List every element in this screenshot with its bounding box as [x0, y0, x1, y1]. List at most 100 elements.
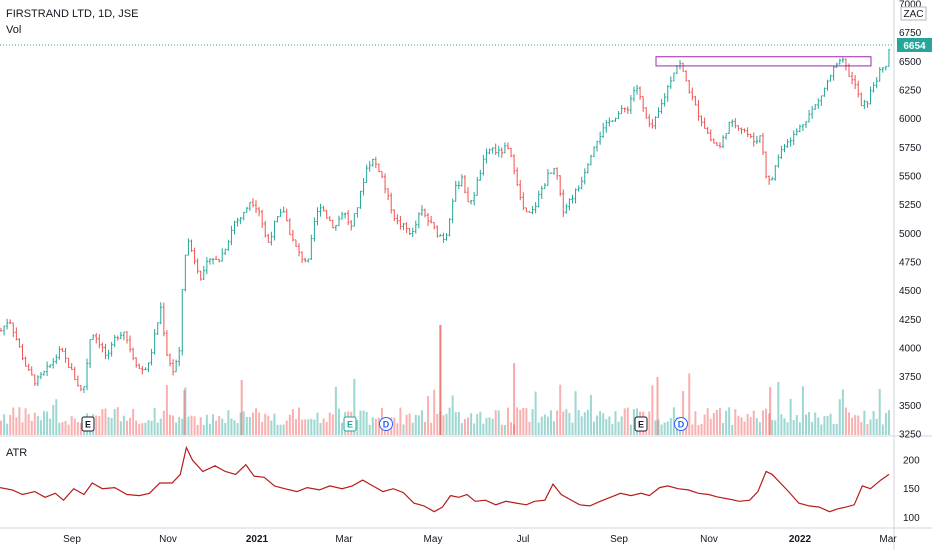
- volume-bar: [565, 409, 568, 435]
- volume-bar: [264, 413, 267, 435]
- volume-spike: [183, 390, 186, 435]
- volume-bar: [445, 413, 448, 435]
- volume-bar: [562, 411, 565, 435]
- volume-bar: [119, 421, 122, 435]
- volume-bar: [95, 415, 98, 435]
- volume-bar: [294, 419, 297, 435]
- volume-bar: [79, 423, 82, 435]
- volume-bar: [473, 423, 476, 435]
- price-axis[interactable]: 7000 6750 6500 6250 6000 5750 5500 5250 5000 4750…: [899, 0, 922, 441]
- volume-bar: [488, 417, 491, 435]
- volume-bar: [817, 417, 820, 435]
- volume-bar: [353, 378, 356, 435]
- volume-bar: [313, 419, 316, 435]
- volume-bar: [396, 423, 399, 435]
- volume-bar: [844, 407, 847, 435]
- volume-bar: [9, 414, 12, 435]
- volume-bar: [786, 422, 789, 435]
- volume-bar: [159, 418, 162, 435]
- time-axis[interactable]: Sep Nov 2021 Mar May Jul Sep Nov 2022 Mar: [63, 534, 897, 545]
- volume-bar: [725, 410, 728, 435]
- volume-bar: [341, 422, 344, 435]
- last-price-badge: [897, 38, 932, 52]
- volume-bar: [811, 421, 814, 435]
- volume-bar: [602, 413, 605, 435]
- volume-bar: [331, 414, 334, 435]
- volume-bar: [215, 420, 218, 435]
- resistance-box[interactable]: [655, 56, 872, 67]
- volume-bar: [67, 424, 70, 435]
- volume-bar: [267, 415, 270, 435]
- volume-bar: [537, 422, 540, 435]
- volume-bar: [236, 423, 239, 435]
- volume-bar: [860, 422, 863, 435]
- volume-bar: [516, 407, 519, 435]
- dividend-marker[interactable]: [379, 417, 393, 431]
- atr-tick-label: 100: [903, 513, 920, 524]
- earnings-marker[interactable]: [81, 416, 95, 432]
- volume-bar: [553, 421, 556, 435]
- volume-bar: [150, 420, 153, 435]
- volume-spike: [240, 380, 243, 435]
- volume-bar: [546, 416, 549, 435]
- price-tick-label: 4000: [899, 344, 922, 355]
- volume-bar: [64, 420, 67, 435]
- volume-bar: [543, 414, 546, 435]
- volume-bar: [374, 418, 377, 435]
- volume-bar: [688, 373, 691, 435]
- volume-bar: [107, 417, 110, 435]
- time-axis-label: Mar: [335, 534, 353, 545]
- volume-bar: [881, 424, 884, 435]
- volume-bar: [427, 396, 430, 435]
- volume-bar: [365, 411, 368, 435]
- volume-bar: [626, 407, 629, 435]
- volume-bar: [411, 422, 414, 435]
- volume-bar: [869, 419, 872, 435]
- volume-bar: [276, 424, 279, 435]
- volume-bar: [826, 415, 829, 435]
- volume-bar: [30, 420, 33, 435]
- volume-bar: [804, 414, 807, 435]
- volume-bar: [841, 389, 844, 435]
- price-tick-label: 6250: [899, 86, 922, 97]
- volume-bar: [61, 422, 64, 435]
- volume-bar: [820, 424, 823, 435]
- volume-bar: [316, 412, 319, 435]
- volume-bar: [147, 419, 150, 435]
- volume-bar: [835, 423, 838, 435]
- volume-bar: [310, 418, 313, 435]
- volume-bars: [0, 325, 890, 435]
- volume-bar: [21, 422, 24, 435]
- volume-bar: [153, 407, 156, 435]
- volume-bar: [669, 418, 672, 435]
- volume-bar: [497, 410, 500, 435]
- volume-bar: [417, 415, 420, 435]
- volume-bar: [697, 424, 700, 435]
- volume-bar: [125, 420, 128, 435]
- dividend-marker[interactable]: [674, 417, 688, 431]
- volume-bar: [175, 422, 178, 435]
- atr-tick-label: 150: [903, 484, 920, 495]
- volume-bar: [703, 414, 706, 435]
- volume-bar: [666, 421, 669, 435]
- volume-bar: [325, 421, 328, 435]
- volume-spike: [439, 325, 442, 435]
- price-tick-label: 7000: [899, 0, 922, 11]
- volume-bar: [457, 411, 460, 435]
- volume-bar: [18, 407, 21, 435]
- volume-bar: [691, 424, 694, 435]
- volume-bar: [540, 416, 543, 435]
- volume-bar: [377, 417, 380, 435]
- earnings-marker[interactable]: [634, 416, 648, 432]
- volume-bar: [614, 411, 617, 435]
- volume-bar: [255, 408, 258, 435]
- volume-bar: [298, 407, 301, 435]
- volume-bar: [589, 394, 592, 435]
- earnings-marker[interactable]: [343, 416, 357, 432]
- volume-bar: [780, 414, 783, 435]
- volume-bar: [700, 423, 703, 435]
- volume-bar: [829, 413, 832, 435]
- volume-bar: [239, 412, 242, 435]
- volume-bar: [328, 412, 331, 435]
- price-tick-label: 4500: [899, 286, 922, 297]
